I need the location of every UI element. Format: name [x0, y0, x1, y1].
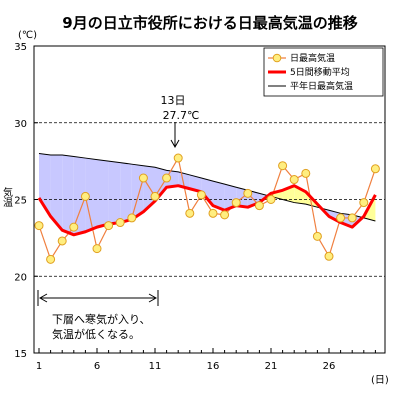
x-tick-label-6: 6 — [94, 361, 100, 372]
x-tick-label-1: 1 — [36, 361, 42, 372]
below-normal-fill-2 — [62, 154, 74, 235]
below-normal-fill-5 — [97, 159, 109, 228]
y-tick-label-25: 25 — [14, 196, 27, 207]
daily-max-point-4 — [69, 222, 79, 232]
below-normal-fill-4 — [85, 158, 97, 232]
daily-max-point-18 — [231, 198, 241, 208]
daily-max-point-22 — [278, 161, 288, 171]
daily-max-point-15 — [196, 190, 206, 200]
daily-max-point-14 — [185, 208, 195, 218]
daily-max-point-25 — [312, 231, 322, 241]
daily-max-point-13 — [173, 153, 183, 163]
y-unit-label: (℃) — [18, 30, 37, 41]
below-normal-fill-13 — [189, 174, 202, 192]
daily-max-point-9 — [127, 213, 137, 223]
below-normal-fill-3 — [73, 156, 86, 235]
y-tick-label-35: 35 — [14, 42, 27, 53]
cold-period-arrow-right — [148, 293, 158, 303]
below-normal-fill-15 — [213, 181, 225, 211]
x-tick-label-16: 16 — [207, 361, 220, 372]
daily-max-point-8 — [115, 218, 125, 228]
y-tick-label-15: 15 — [14, 349, 27, 360]
legend-label-daily-max: 日最高気温 — [290, 52, 335, 64]
y-tick-label-20: 20 — [14, 272, 27, 283]
daily-max-point-5 — [80, 191, 90, 201]
cold-note-line2: 気温が低くなる。 — [52, 327, 140, 341]
daily-max-point-26 — [324, 251, 334, 261]
below-normal-fill-11 — [166, 170, 179, 188]
y-axis-label: 気温 — [1, 186, 13, 207]
x-tick-label-26: 26 — [323, 361, 336, 372]
daily-max-point-3 — [57, 236, 67, 246]
x-unit-label: (日) — [371, 375, 389, 386]
legend-label-moving-average: 5日間移動平均 — [290, 66, 350, 78]
below-normal-fill-6 — [108, 161, 121, 225]
daily-max-point-11 — [150, 191, 160, 201]
daily-max-point-30 — [370, 164, 380, 174]
daily-max-point-27 — [336, 213, 346, 223]
daily-max-point-21 — [266, 195, 276, 204]
cold-period-arrow-left — [38, 293, 48, 303]
daily-max-point-2 — [46, 254, 56, 264]
x-tick-label-11: 11 — [149, 361, 162, 372]
y-tick-label-30: 30 — [14, 119, 27, 130]
moving-average-line — [37, 184, 377, 237]
daily-max-point-1 — [34, 221, 44, 231]
daily-max-point-6 — [92, 244, 102, 254]
daily-max-point-7 — [104, 221, 114, 231]
below-normal-fill-14 — [201, 178, 213, 206]
peak-arrow-head — [170, 139, 180, 149]
x-tick-label-21: 21 — [265, 361, 278, 372]
chart-title: 9月の日立市役所における日最高気温の推移 — [62, 14, 357, 32]
daily-max-point-16 — [208, 208, 218, 218]
daily-max-point-28 — [347, 213, 357, 223]
below-normal-fill-1 — [50, 154, 63, 231]
daily-max-point-20 — [254, 201, 264, 211]
legend-marker-daily-max — [272, 53, 282, 63]
daily-max-point-17 — [220, 210, 230, 220]
peak-day-label: 13日 — [161, 94, 186, 107]
daily-max-point-24 — [301, 168, 311, 178]
daily-max-point-23 — [289, 175, 299, 185]
daily-max-point-29 — [359, 198, 369, 208]
below-normal-fill-12 — [178, 171, 190, 189]
peak-value-label: 27.7℃ — [163, 109, 200, 122]
legend: 日最高気温 5日間移動平均 平年日最高気温 — [263, 47, 384, 97]
daily-max-point-12 — [162, 173, 172, 183]
daily-max-point-10 — [138, 173, 148, 183]
cold-note-line1: 下層へ寒気が入り、 — [52, 312, 151, 326]
daily-max-point-19 — [243, 188, 253, 198]
below-normal-fill-7 — [120, 162, 132, 223]
legend-label-normal: 平年日最高気温 — [290, 80, 353, 92]
